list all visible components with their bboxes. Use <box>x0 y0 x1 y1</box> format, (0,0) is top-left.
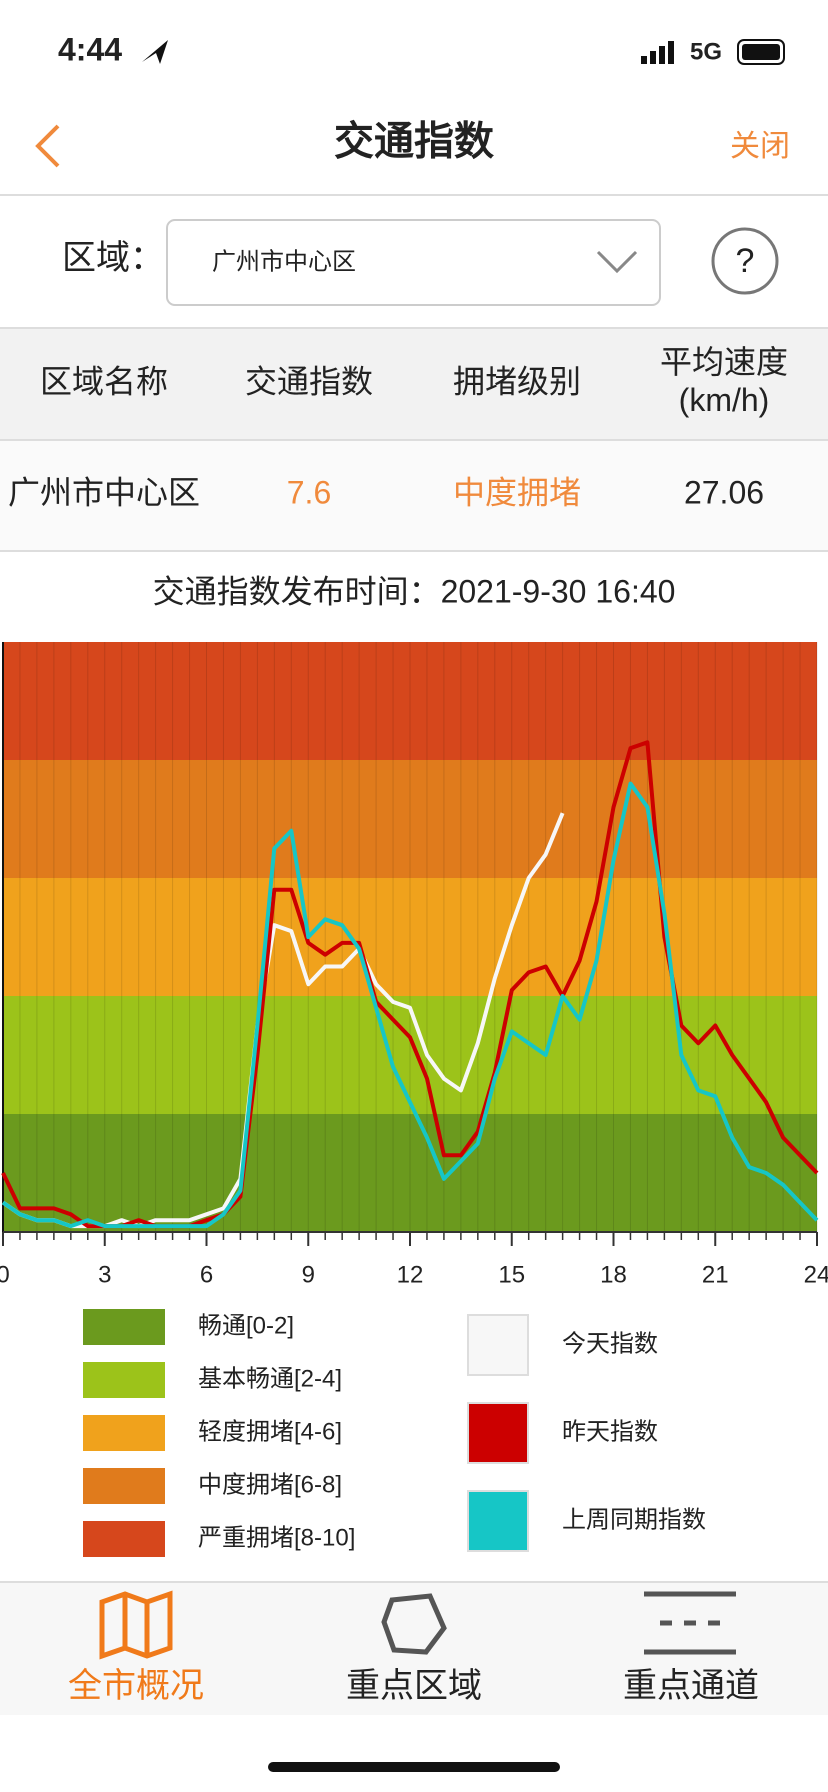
page-title: 交通指数 <box>334 120 494 164</box>
legend-swatch <box>467 1314 529 1376</box>
table-row <box>0 441 828 551</box>
tab-bar <box>0 1582 828 1715</box>
battery-level <box>742 44 780 60</box>
region-label: 区域： <box>62 239 164 277</box>
legend-swatch <box>467 1490 529 1552</box>
column-header: 区域名称 <box>40 363 168 399</box>
series-line <box>1 740 819 1229</box>
level-band <box>3 878 817 996</box>
close-button[interactable]: 关闭 <box>730 130 790 163</box>
home-indicator <box>268 1762 560 1772</box>
legend-label: 轻度拥堵[4-6] <box>198 1418 342 1445</box>
battery <box>737 39 785 65</box>
x-tick-label: 3 <box>98 1261 111 1288</box>
legend-swatch <box>83 1468 165 1504</box>
tab-icon <box>99 1590 173 1660</box>
level-band <box>3 1114 817 1232</box>
cell: 27.06 <box>684 474 764 510</box>
help-label: ? <box>736 242 755 280</box>
x-tick-label: 21 <box>702 1261 729 1288</box>
x-tick-label: 12 <box>397 1261 424 1288</box>
help-button[interactable] <box>711 227 779 295</box>
table-header <box>0 328 828 440</box>
legend-swatch <box>83 1521 165 1557</box>
legend-swatch <box>467 1402 529 1464</box>
x-tick-label: 18 <box>600 1261 627 1288</box>
level-band <box>3 642 817 760</box>
column-header: 拥堵级别 <box>453 363 581 399</box>
legend-label: 基本畅通[2-4] <box>198 1365 342 1392</box>
x-tick-label: 15 <box>498 1261 525 1288</box>
cell: 中度拥堵 <box>453 474 581 510</box>
status-time: 4:44 <box>58 31 122 67</box>
cell: 7.6 <box>287 474 331 510</box>
legend-label: 今天指数 <box>562 1330 658 1357</box>
tab-label[interactable]: 全市概况 <box>68 1667 204 1705</box>
tab-label[interactable]: 重点区域 <box>346 1667 482 1705</box>
publish-time: 交通指数发布时间：2021-9-30 16:40 <box>153 573 676 609</box>
x-tick-label: 0 <box>0 1261 10 1288</box>
tab-icon <box>381 1593 447 1655</box>
x-tick-label: 6 <box>200 1261 213 1288</box>
legend-swatch <box>83 1362 165 1398</box>
location-icon <box>142 40 168 64</box>
x-tick-label: 9 <box>302 1261 315 1288</box>
x-tick-label: 24 <box>804 1261 828 1288</box>
chart: 0 3 6 9 12 15 18 21 24 畅通[0-2] 基本畅通[2-4] 轻度拥堵[4-6] 中… <box>0 642 828 1557</box>
legend-swatch <box>83 1309 165 1345</box>
back-button[interactable] <box>35 124 60 168</box>
cell: 广州市中心区 <box>8 474 200 510</box>
level-band <box>3 760 817 878</box>
legend-label: 上周同期指数 <box>562 1506 706 1533</box>
dropdown-arrow <box>596 250 638 274</box>
network-label: 5G <box>690 38 722 65</box>
column-header: 交通指数 <box>245 363 373 399</box>
column-header: 平均速度(km/h) <box>660 344 788 418</box>
region-selected: 广州市中心区 <box>212 248 356 275</box>
series-line <box>1 781 819 1229</box>
legend-label: 中度拥堵[6-8] <box>198 1471 342 1498</box>
legend-label: 畅通[0-2] <box>198 1312 294 1339</box>
region-dropdown[interactable] <box>166 219 661 306</box>
tab-icon <box>644 1591 736 1655</box>
tab-label[interactable]: 重点通道 <box>623 1667 759 1705</box>
legend-label: 严重拥堵[8-10] <box>198 1524 355 1551</box>
signal-icon <box>641 41 674 64</box>
legend-label: 昨天指数 <box>562 1418 658 1445</box>
legend-swatch <box>83 1415 165 1451</box>
